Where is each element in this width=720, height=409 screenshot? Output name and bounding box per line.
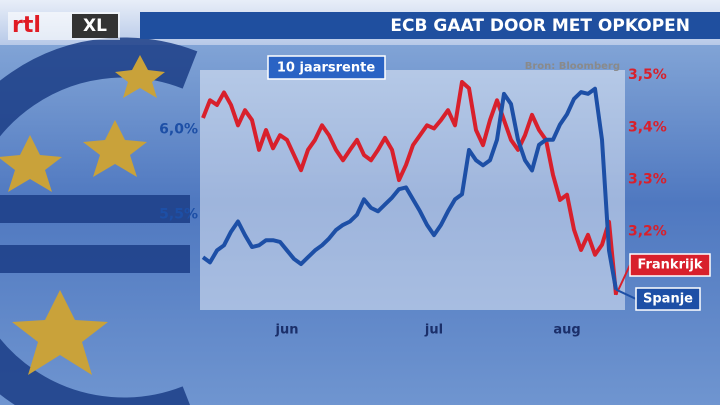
x-tick-label: jul [424,323,443,338]
subtitle: 10 jaarsrente [277,61,375,76]
x-tick-label: aug [553,323,580,338]
series-label-box [635,287,701,311]
euro-decoration [0,37,198,409]
line-series [201,80,618,296]
y-tick-label: 6,0% [159,122,198,138]
logo-box [72,14,118,38]
source: Bron: Bloomberg [525,61,620,72]
leader [615,288,637,300]
logo: rtl [12,13,41,38]
plot-panel [200,70,625,310]
y2-tick-label: 3,3% [628,172,667,188]
line-series [201,86,618,290]
y2-tick-label: 3,5% [628,67,667,83]
y2-tick-label: 3,4% [628,119,667,135]
x-tick-label: jun [275,323,299,338]
series-label: Spanje [643,292,693,307]
series-label: Frankrijk [637,258,702,273]
y-tick-label: 5,5% [159,207,198,223]
series-label-box [629,253,711,277]
logo: XL [83,16,107,36]
chart-title: ECB GAAT DOOR MET OPKOPEN [390,16,690,36]
subtitle-box [267,55,386,80]
title-bar [140,12,720,39]
y2-tick-label: 3,2% [628,224,667,240]
